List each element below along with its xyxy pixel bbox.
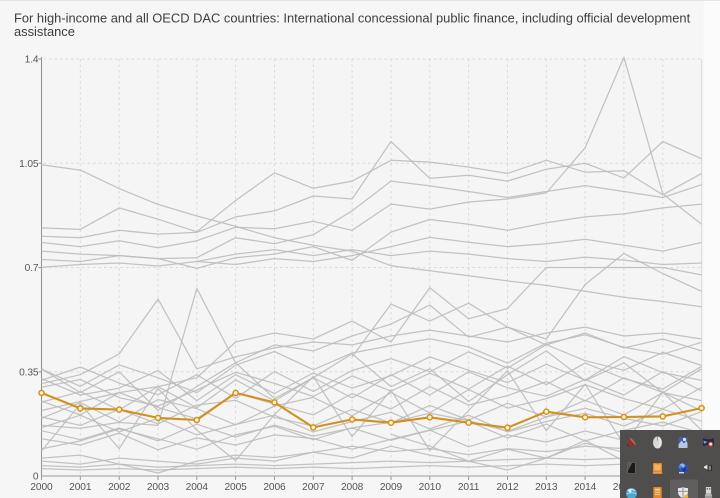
svg-text:2002: 2002 xyxy=(108,482,131,493)
svg-text:1.4: 1.4 xyxy=(25,55,39,66)
svg-text:2013: 2013 xyxy=(535,482,558,493)
svg-text:2007: 2007 xyxy=(302,482,325,493)
svg-text:0: 0 xyxy=(33,472,39,483)
svg-text:0.7: 0.7 xyxy=(25,263,39,274)
svg-text:2003: 2003 xyxy=(147,482,170,493)
svg-text:2011: 2011 xyxy=(458,482,480,493)
svg-text:2012: 2012 xyxy=(496,482,519,493)
svg-text:0.35: 0.35 xyxy=(19,367,39,378)
svg-text:2008: 2008 xyxy=(341,482,364,493)
svg-text:2004: 2004 xyxy=(186,482,209,493)
svg-text:1.05: 1.05 xyxy=(19,159,39,170)
svg-text:2005: 2005 xyxy=(224,482,247,493)
svg-text:2009: 2009 xyxy=(380,482,403,493)
svg-text:2001: 2001 xyxy=(69,482,92,493)
svg-text:2006: 2006 xyxy=(263,482,286,493)
svg-text:2010: 2010 xyxy=(419,482,442,493)
svg-text:2014: 2014 xyxy=(574,482,597,493)
svg-text:2000: 2000 xyxy=(30,482,53,493)
svg-text:assistance: assistance xyxy=(14,24,75,39)
svg-text:For high-income and all OECD D: For high-income and all OECD DAC countri… xyxy=(14,10,691,25)
